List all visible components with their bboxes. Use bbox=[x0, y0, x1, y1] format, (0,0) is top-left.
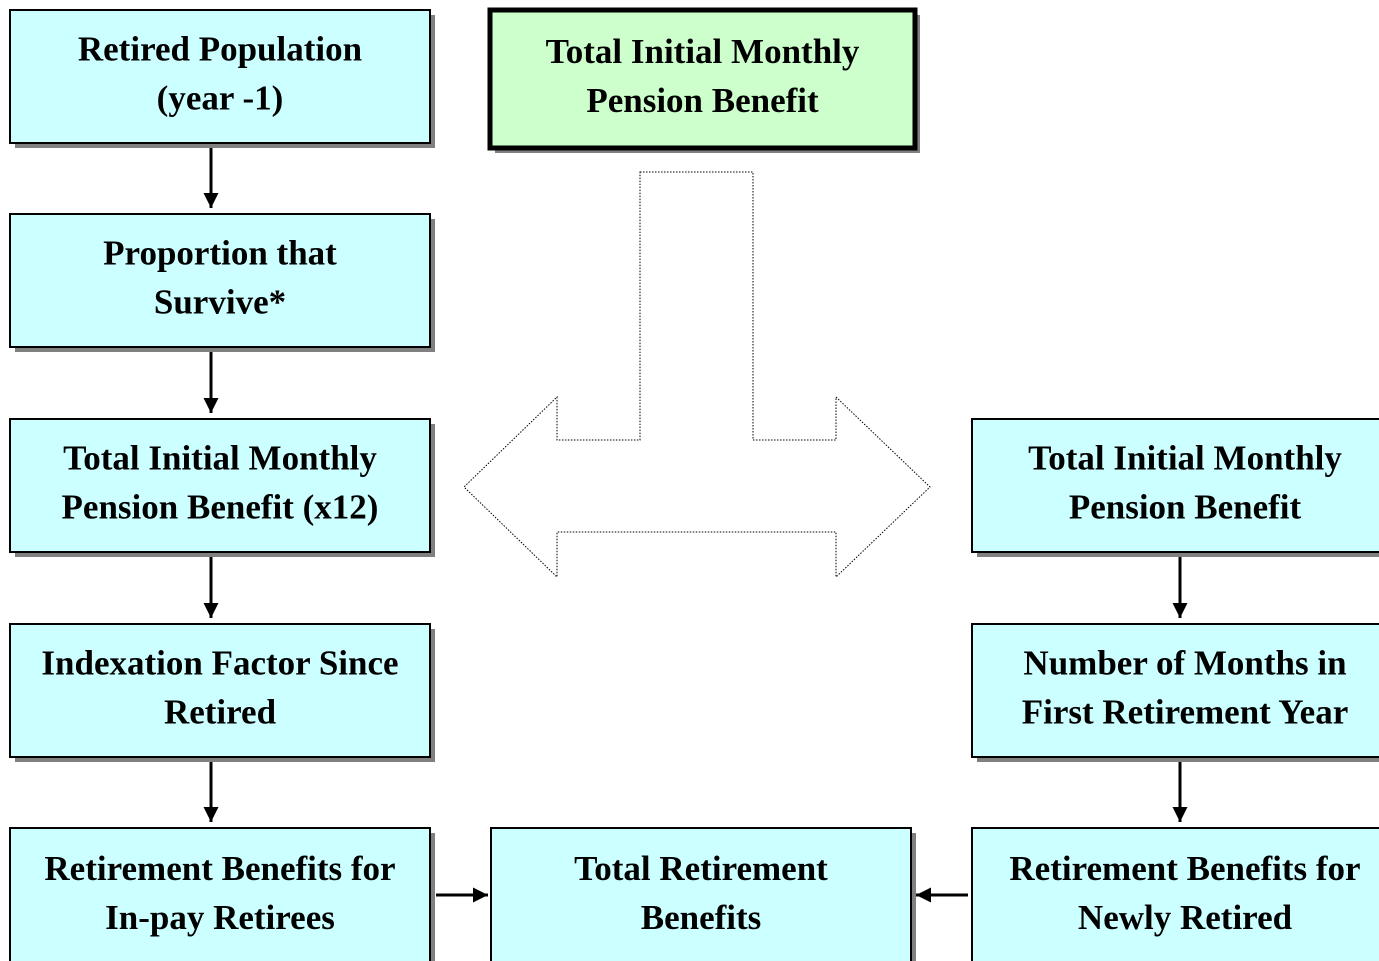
box-label: Survive* bbox=[154, 283, 286, 322]
box-label: Number of Months in bbox=[1023, 644, 1346, 683]
box-label: Retirement Benefits for bbox=[1009, 849, 1360, 888]
box-label: (year -1) bbox=[157, 79, 284, 118]
box bbox=[490, 827, 912, 961]
box-label: In-pay Retirees bbox=[105, 898, 335, 937]
box-label: Retired Population bbox=[78, 30, 362, 69]
box bbox=[9, 9, 431, 144]
box-label: Retirement Benefits for bbox=[44, 849, 395, 888]
box bbox=[487, 7, 918, 151]
box-label: Total Initial Monthly bbox=[546, 32, 860, 71]
box bbox=[9, 623, 431, 758]
box-label: Benefits bbox=[641, 898, 762, 937]
box-label: Indexation Factor Since bbox=[41, 644, 398, 683]
box bbox=[971, 827, 1379, 961]
box-label: Retired bbox=[164, 693, 277, 732]
box bbox=[9, 827, 431, 961]
split-arrow bbox=[463, 171, 931, 579]
box-label: Pension Benefit bbox=[586, 81, 819, 120]
box-label: Total Initial Monthly bbox=[63, 439, 377, 478]
box-label: Total Retirement bbox=[574, 849, 828, 888]
box-label: Newly Retired bbox=[1078, 898, 1293, 937]
box bbox=[9, 418, 431, 553]
box bbox=[9, 213, 431, 348]
box bbox=[971, 623, 1379, 758]
box-label: Pension Benefit (x12) bbox=[62, 488, 379, 527]
box bbox=[971, 418, 1379, 553]
box-label: First Retirement Year bbox=[1022, 693, 1349, 732]
box-label: Total Initial Monthly bbox=[1028, 439, 1342, 478]
box-label: Proportion that bbox=[103, 234, 337, 273]
box-label: Pension Benefit bbox=[1069, 488, 1302, 527]
